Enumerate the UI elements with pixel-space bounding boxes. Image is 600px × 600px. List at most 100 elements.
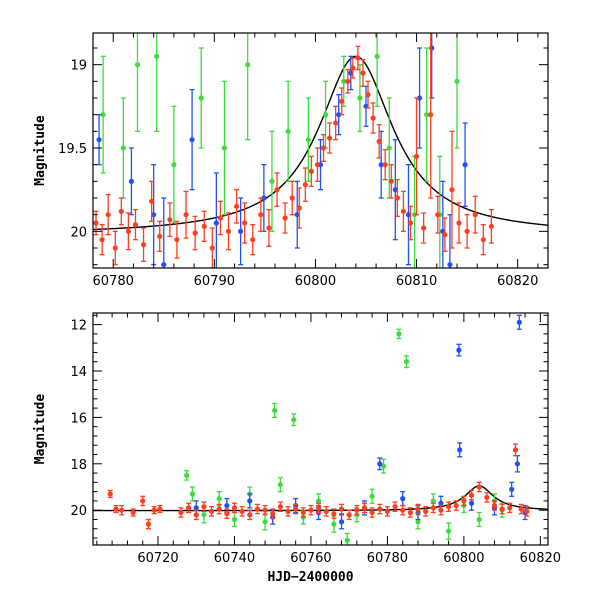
top-series-1 bbox=[96, 33, 468, 268]
bottom-series-2 bbox=[184, 328, 505, 545]
top-data-point bbox=[442, 217, 448, 252]
bottom-x-tick-label: 60720 bbox=[137, 551, 178, 566]
top-data-point bbox=[157, 220, 163, 252]
bottom-data-point bbox=[377, 457, 383, 471]
top-series-0 bbox=[93, 33, 494, 268]
bottom-series-0 bbox=[107, 443, 530, 530]
bottom-data-point bbox=[507, 502, 513, 514]
top-data-point bbox=[374, 33, 380, 107]
bottom-data-point bbox=[384, 506, 391, 517]
top-data-point bbox=[154, 33, 160, 132]
top-data-point bbox=[120, 97, 126, 199]
top-data-point bbox=[308, 155, 314, 187]
top-data-point bbox=[345, 69, 351, 94]
top-data-point bbox=[161, 197, 167, 268]
top-data-point bbox=[405, 164, 412, 266]
top-data-point bbox=[314, 147, 321, 182]
bottom-data-point bbox=[354, 504, 360, 516]
top-data-point bbox=[350, 57, 356, 79]
bottom-data-point bbox=[403, 355, 410, 369]
bottom-data-point bbox=[272, 402, 278, 419]
bottom-data-point bbox=[216, 503, 222, 515]
top-data-point bbox=[238, 197, 244, 266]
bottom-x-tick-label: 60740 bbox=[214, 551, 255, 566]
top-data-point bbox=[174, 220, 180, 259]
bottom-data-point bbox=[247, 493, 253, 509]
top-data-point bbox=[336, 94, 342, 136]
top-data-point bbox=[339, 87, 345, 116]
top-data-point bbox=[134, 33, 141, 132]
top-data-point bbox=[435, 195, 441, 234]
top-data-point bbox=[93, 210, 99, 236]
top-data-point bbox=[225, 212, 232, 251]
bottom-data-point bbox=[270, 508, 276, 519]
bottom-x-tick-label: 60760 bbox=[290, 551, 331, 566]
top-data-point bbox=[140, 227, 147, 262]
bottom-data-point bbox=[277, 501, 283, 513]
top-data-point bbox=[99, 224, 105, 256]
top-data-point bbox=[341, 55, 347, 107]
top-data-point bbox=[171, 105, 177, 224]
bottom-series-1 bbox=[193, 314, 528, 530]
top-data-point bbox=[355, 45, 361, 71]
bottom-data-point bbox=[453, 500, 459, 511]
bottom-data-point bbox=[300, 507, 306, 518]
top-data-point bbox=[305, 97, 311, 182]
bottom-data-point bbox=[407, 507, 413, 518]
bottom-data-point bbox=[484, 492, 490, 503]
bottom-data-point bbox=[377, 503, 383, 515]
top-x-tick-label: 60780 bbox=[93, 274, 134, 289]
top-panel: 60780 60790 60800 60810 60820 19 19.5 20 Magnitu… bbox=[33, 32, 549, 289]
bottom-data-point bbox=[400, 504, 406, 516]
top-data-point bbox=[183, 190, 189, 239]
top-x-tick-label: 60820 bbox=[497, 274, 538, 289]
bottom-y-tick-label: 16 bbox=[70, 411, 87, 426]
bottom-data-point bbox=[293, 503, 299, 515]
top-data-point bbox=[198, 47, 204, 149]
top-data-point bbox=[388, 164, 394, 199]
bottom-data-point bbox=[392, 501, 398, 513]
top-data-point bbox=[217, 200, 223, 236]
bottom-data-point bbox=[380, 458, 387, 474]
bottom-data-point bbox=[423, 506, 429, 517]
top-y-axis-label: Magnitude bbox=[33, 115, 48, 186]
top-data-point bbox=[428, 33, 434, 199]
top-data-point bbox=[416, 47, 423, 149]
top-x-tick-label: 60810 bbox=[396, 274, 437, 289]
bottom-data-point bbox=[247, 509, 253, 521]
bottom-data-point bbox=[178, 507, 184, 518]
top-data-point bbox=[413, 97, 420, 216]
top-data-point bbox=[320, 134, 327, 162]
top-data-point bbox=[209, 227, 215, 268]
bottom-y-tick-label: 14 bbox=[70, 365, 87, 380]
bottom-data-point bbox=[231, 511, 238, 528]
bottom-data-point bbox=[262, 513, 268, 531]
bottom-data-point bbox=[338, 503, 345, 515]
top-data-point bbox=[294, 180, 300, 249]
top-model-curve bbox=[93, 55, 548, 231]
bottom-x-tick-label: 60820 bbox=[520, 551, 561, 566]
top-data-point bbox=[258, 197, 264, 232]
bottom-data-point bbox=[344, 532, 350, 545]
bottom-data-point bbox=[461, 495, 467, 507]
top-data-point bbox=[167, 202, 173, 237]
bottom-data-point bbox=[369, 488, 375, 504]
bottom-panel: 60720 60740 60760 60780 60800 60820 12 14 16 18 20… bbox=[33, 312, 561, 585]
top-y-tick-label: 19 bbox=[70, 59, 87, 74]
top-data-point bbox=[266, 209, 272, 247]
top-data-point bbox=[269, 130, 275, 232]
top-data-point bbox=[296, 187, 302, 229]
top-data-point bbox=[480, 224, 486, 256]
top-data-point bbox=[447, 214, 453, 268]
top-data-point bbox=[360, 59, 366, 87]
bottom-data-point bbox=[151, 506, 157, 515]
top-data-point bbox=[333, 105, 339, 141]
bottom-data-point bbox=[239, 506, 245, 517]
bottom-plot-area bbox=[93, 314, 548, 545]
bottom-data-point bbox=[224, 508, 230, 519]
bottom-model-curve bbox=[93, 485, 548, 512]
top-data-point bbox=[365, 80, 371, 109]
bottom-data-point bbox=[216, 490, 222, 507]
bottom-data-point bbox=[315, 502, 322, 514]
